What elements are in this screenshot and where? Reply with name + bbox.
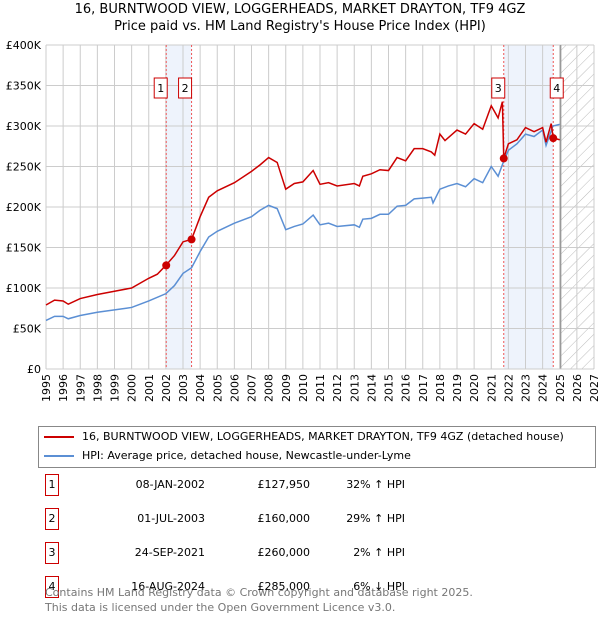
- x-tick-label: 2017: [417, 374, 430, 402]
- sale-number-badge: 4: [45, 576, 59, 598]
- sale-point: [499, 154, 508, 163]
- sale-point: [187, 235, 196, 244]
- y-tick-label: £100K: [6, 282, 42, 295]
- x-tick-label: 1995: [40, 374, 53, 402]
- x-tick-label: 2000: [126, 374, 139, 402]
- footer-copyright: Contains HM Land Registry data © Crown c…: [45, 586, 473, 599]
- sale-number-badge: 3: [45, 542, 59, 564]
- sale-label-box: [153, 77, 168, 99]
- y-tick-label: £350K: [6, 80, 42, 93]
- legend-item-hpi: HPI: Average price, detached house, Newc…: [44, 448, 411, 464]
- sale-label-box: [549, 77, 564, 99]
- x-tick-label: 2024: [537, 374, 550, 402]
- x-tick-label: 2008: [263, 374, 276, 402]
- hpi-comparison: 6% ↓ HPI: [353, 580, 405, 593]
- x-tick-label: 1996: [57, 374, 70, 402]
- sale-label: 3: [495, 82, 502, 95]
- sale-price: £285,000: [257, 580, 311, 593]
- sale-date: 24-SEP-2021: [134, 546, 205, 559]
- x-tick-label: 1999: [109, 374, 122, 402]
- x-tick-label: 2021: [485, 374, 498, 402]
- x-tick-label: 2004: [194, 374, 207, 402]
- transaction-row: 4 16-AUG-2024 £285,000 6% ↓ HPI: [45, 576, 445, 598]
- x-tick-label: 2009: [280, 374, 293, 402]
- y-tick-label: £0: [27, 363, 41, 376]
- x-tick-label: 2015: [383, 374, 396, 402]
- x-tick-label: 2010: [297, 374, 310, 402]
- sale-date: 01-JUL-2003: [137, 512, 205, 525]
- chart-subtitle: Price paid vs. HM Land Registry's House …: [114, 19, 486, 34]
- sale-label: 4: [553, 82, 560, 95]
- y-tick-label: £400K: [6, 39, 42, 52]
- sale-price: £260,000: [257, 546, 311, 559]
- x-tick-label: 2006: [228, 374, 241, 402]
- legend-label: 16, BURNTWOOD VIEW, LOGGERHEADS, MARKET …: [82, 430, 564, 443]
- x-tick-label: 2003: [177, 374, 190, 402]
- sale-point: [549, 134, 558, 143]
- sale-number-badge: 1: [45, 474, 59, 496]
- sale-price: £127,950: [257, 478, 311, 491]
- legend-swatch-red: [44, 436, 74, 438]
- x-tick-label: 2001: [143, 374, 156, 402]
- footer-licence: This data is licensed under the Open Gov…: [45, 601, 396, 614]
- sale-point: [162, 261, 171, 270]
- x-tick-label: 2020: [468, 374, 481, 402]
- legend-item-property: 16, BURNTWOOD VIEW, LOGGERHEADS, MARKET …: [44, 429, 564, 445]
- hpi-comparison: 29% ↑ HPI: [346, 512, 405, 525]
- transaction-row: 3 24-SEP-2021 £260,000 2% ↑ HPI: [45, 542, 445, 564]
- x-tick-label: 1997: [74, 374, 87, 402]
- hpi-line: [45, 123, 560, 322]
- sale-label: 1: [157, 82, 164, 95]
- x-tick-label: 1998: [91, 374, 104, 402]
- hpi-comparison: 2% ↑ HPI: [353, 546, 405, 559]
- x-tick-label: 2013: [348, 374, 361, 402]
- sale-label-box: [491, 77, 506, 99]
- x-tick-label: 2011: [314, 374, 327, 402]
- sale-date: 08-JAN-2002: [135, 478, 205, 491]
- sale-label-box: [178, 77, 193, 99]
- x-tick-label: 2022: [502, 374, 515, 402]
- x-tick-label: 2026: [571, 374, 584, 402]
- y-tick-label: £300K: [6, 120, 42, 133]
- x-tick-label: 2019: [451, 374, 464, 402]
- hpi-comparison: 32% ↑ HPI: [346, 478, 405, 491]
- x-tick-label: 2002: [160, 374, 173, 402]
- x-tick-label: 2007: [246, 374, 259, 402]
- legend: 16, BURNTWOOD VIEW, LOGGERHEADS, MARKET …: [38, 426, 596, 468]
- legend-swatch-blue: [44, 455, 74, 457]
- legend-label: HPI: Average price, detached house, Newc…: [82, 449, 411, 462]
- sale-date: 16-AUG-2024: [131, 580, 205, 593]
- x-tick-label: 2012: [331, 374, 344, 402]
- sale-price: £160,000: [257, 512, 311, 525]
- y-tick-label: £200K: [6, 201, 42, 214]
- chart-title: 16, BURNTWOOD VIEW, LOGGERHEADS, MARKET …: [74, 2, 526, 17]
- y-tick-label: £250K: [6, 161, 42, 174]
- x-tick-label: 2016: [400, 374, 413, 402]
- x-tick-label: 2023: [520, 374, 533, 402]
- transaction-row: 1 08-JAN-2002 £127,950 32% ↑ HPI: [45, 474, 445, 496]
- x-tick-label: 2025: [554, 374, 567, 402]
- y-tick-label: £150K: [6, 242, 42, 255]
- transaction-row: 2 01-JUL-2003 £160,000 29% ↑ HPI: [45, 508, 445, 530]
- x-tick-label: 2005: [211, 374, 224, 402]
- x-tick-label: 2018: [434, 374, 447, 402]
- y-tick-label: £50K: [13, 323, 42, 336]
- price-chart: 1995 1996 1997 1998 1999 2000 2001 2002 2003 2004…: [6, 39, 600, 402]
- sale-number-badge: 2: [45, 508, 59, 530]
- sale-label: 2: [182, 82, 189, 95]
- x-tick-label: 2027: [588, 374, 600, 402]
- x-tick-label: 2014: [365, 374, 378, 402]
